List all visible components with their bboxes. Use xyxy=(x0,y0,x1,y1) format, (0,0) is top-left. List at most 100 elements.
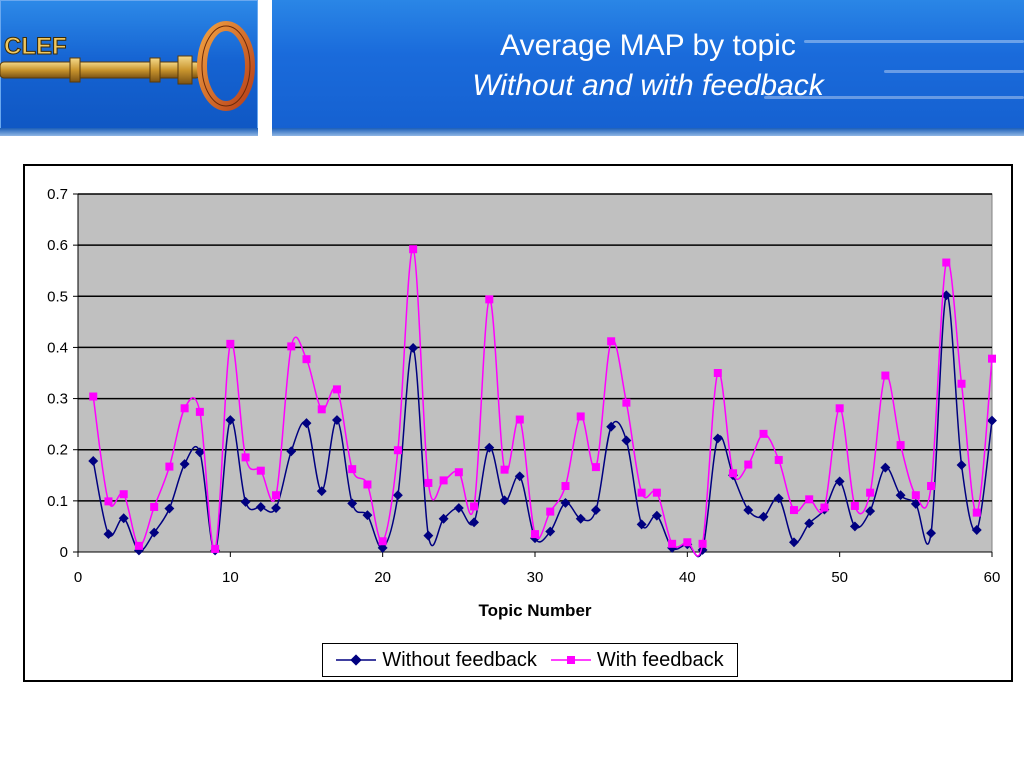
clef-key-logo: CLEF xyxy=(0,21,255,111)
data-point-without-feedback xyxy=(377,542,388,553)
data-point-with-feedback xyxy=(942,258,951,267)
data-point-without-feedback xyxy=(712,433,723,444)
data-point-with-feedback xyxy=(835,404,844,413)
data-point-without-feedback xyxy=(194,447,205,458)
data-point-without-feedback xyxy=(392,490,403,501)
y-tick-label: 0.1 xyxy=(47,493,68,510)
data-point-without-feedback xyxy=(575,513,586,524)
data-point-with-feedback xyxy=(515,415,524,424)
data-point-with-feedback xyxy=(317,405,326,414)
data-point-without-feedback xyxy=(316,486,327,497)
x-tick-label: 0 xyxy=(74,569,82,586)
logo-text: CLEF xyxy=(4,33,67,60)
data-point-with-feedback xyxy=(561,482,570,491)
data-point-without-feedback xyxy=(560,497,571,508)
data-point-with-feedback xyxy=(302,355,311,364)
data-point-without-feedback xyxy=(469,517,480,528)
x-tick-label: 50 xyxy=(831,569,848,586)
y-tick-label: 0.7 xyxy=(47,186,68,203)
series-without-feedback xyxy=(88,290,997,558)
legend-swatch-with-feedback xyxy=(550,656,591,664)
data-point-without-feedback xyxy=(255,502,266,512)
data-point-with-feedback xyxy=(256,466,265,475)
y-tick-label: 0.6 xyxy=(47,237,68,254)
data-point-without-feedback xyxy=(743,505,754,516)
data-point-with-feedback xyxy=(165,462,174,471)
data-point-with-feedback xyxy=(439,476,448,485)
data-point-with-feedback xyxy=(607,337,616,346)
data-point-with-feedback xyxy=(241,453,250,462)
legend-label-without-feedback: Without feedback xyxy=(382,648,537,671)
data-point-with-feedback xyxy=(454,468,463,477)
data-point-without-feedback xyxy=(590,505,601,516)
data-point-with-feedback xyxy=(805,495,814,504)
logo-panel: CLEF xyxy=(0,0,258,136)
data-point-without-feedback xyxy=(179,459,190,469)
data-point-with-feedback xyxy=(911,491,920,500)
data-point-with-feedback xyxy=(393,446,402,455)
plot-area xyxy=(77,193,993,553)
data-point-with-feedback xyxy=(470,502,479,511)
legend-swatch-without-feedback xyxy=(336,654,377,666)
y-tick-label: 0.3 xyxy=(47,391,68,408)
data-point-without-feedback xyxy=(240,496,251,507)
data-point-with-feedback xyxy=(622,398,631,407)
slide-title-block: Average MAP by topic Without and with fe… xyxy=(272,26,1024,106)
data-point-with-feedback xyxy=(729,469,738,478)
x-tick-label: 60 xyxy=(984,569,1001,586)
legend-item-without-feedback: Without feedback xyxy=(336,649,537,672)
x-tick-label: 40 xyxy=(679,569,696,586)
data-point-without-feedback xyxy=(453,503,464,513)
data-point-with-feedback xyxy=(774,455,783,464)
data-point-with-feedback xyxy=(424,478,433,487)
data-point-without-feedback xyxy=(987,415,997,426)
data-point-without-feedback xyxy=(865,506,876,517)
data-point-without-feedback xyxy=(423,530,434,541)
data-point-with-feedback xyxy=(89,392,98,401)
data-point-with-feedback xyxy=(896,441,905,450)
chart-legend: Without feedback With feedback xyxy=(322,643,738,677)
data-point-without-feedback xyxy=(621,435,632,446)
data-point-with-feedback xyxy=(820,503,829,512)
data-point-without-feedback xyxy=(225,415,236,426)
data-point-without-feedback xyxy=(606,421,617,432)
data-point-with-feedback xyxy=(972,508,981,517)
data-point-without-feedback xyxy=(895,490,906,501)
data-point-without-feedback xyxy=(880,462,891,473)
data-point-with-feedback xyxy=(988,354,996,363)
data-point-with-feedback xyxy=(759,429,768,438)
data-point-without-feedback xyxy=(651,510,662,521)
data-point-without-feedback xyxy=(164,503,175,514)
data-point-with-feedback xyxy=(226,339,235,348)
title-panel xyxy=(272,0,1024,136)
data-point-with-feedback xyxy=(348,465,357,474)
slide-title: Average MAP by topic xyxy=(500,29,796,62)
data-point-with-feedback xyxy=(134,541,143,550)
data-point-with-feedback xyxy=(211,544,220,553)
data-point-without-feedback xyxy=(926,528,937,539)
data-point-without-feedback xyxy=(149,527,160,538)
data-point-with-feedback xyxy=(500,465,509,474)
data-point-with-feedback xyxy=(591,463,600,472)
y-tick-label: 0.2 xyxy=(47,442,68,459)
y-tick-label: 0 xyxy=(60,544,68,561)
data-point-with-feedback xyxy=(104,497,113,506)
data-point-with-feedback xyxy=(881,371,890,380)
data-point-with-feedback xyxy=(637,488,646,497)
data-point-without-feedback xyxy=(804,518,815,529)
data-point-without-feedback xyxy=(636,519,647,530)
data-point-without-feedback xyxy=(347,498,358,509)
data-point-without-feedback xyxy=(286,446,297,457)
data-point-without-feedback xyxy=(773,493,784,504)
data-point-without-feedback xyxy=(971,525,982,535)
data-point-with-feedback xyxy=(531,530,539,539)
data-point-with-feedback xyxy=(713,369,722,377)
data-point-with-feedback xyxy=(927,482,936,491)
data-point-with-feedback xyxy=(652,488,661,497)
slide-subtitle: Without and with feedback xyxy=(472,69,824,102)
data-point-without-feedback xyxy=(910,498,921,509)
data-point-without-feedback xyxy=(849,521,860,532)
x-axis-label: Topic Number xyxy=(478,601,591,620)
data-point-without-feedback xyxy=(545,526,556,537)
